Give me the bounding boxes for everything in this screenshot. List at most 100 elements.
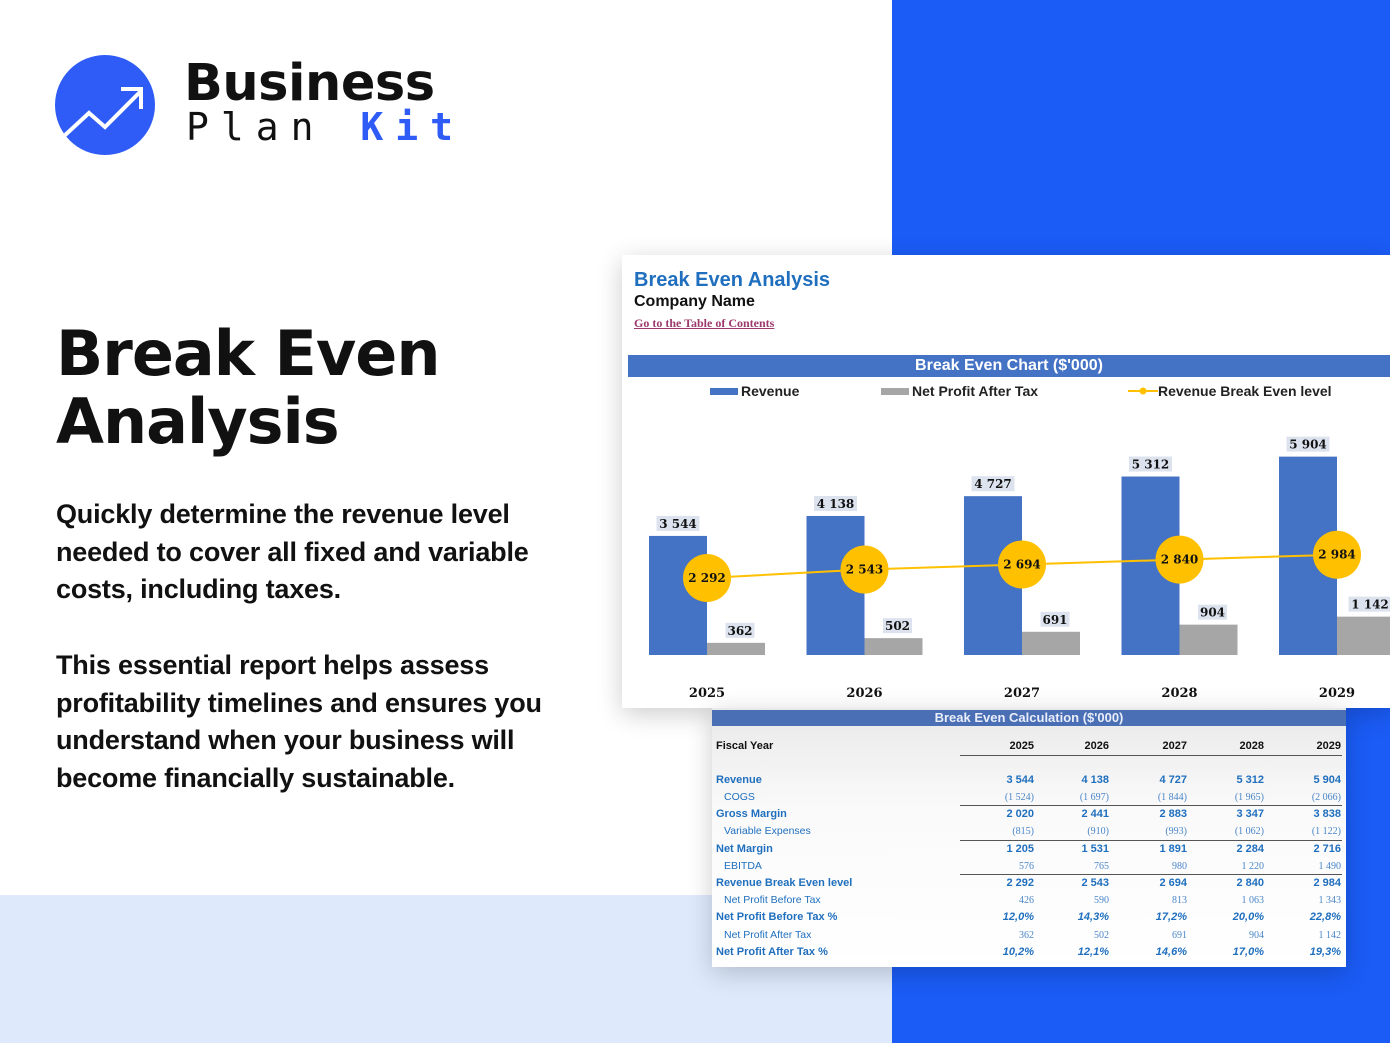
divider [960, 840, 1342, 841]
company-name: Company Name [634, 293, 755, 310]
table-row: Net Profit After Tax % 10,2% 12,1% 14,6% 17,… [712, 944, 1346, 961]
calculation-table: Break Even Calculation ($'000) Fiscal Ye… [712, 708, 1346, 967]
logo-text-plan-kit: Plan Kit [186, 106, 465, 148]
bar-npat-2029 [1337, 616, 1390, 655]
logo-kit: Kit [360, 105, 466, 149]
bar-npat-2025 [707, 642, 765, 655]
row-label: Net Profit Before Tax % [716, 911, 838, 923]
cell-value: 12,0% [1002, 911, 1034, 923]
cell-value: 502 [1094, 930, 1109, 941]
breakeven-label-2027: 2 694 [1003, 557, 1041, 571]
cell-value: 17,2% [1155, 911, 1187, 923]
cell-value: 2028 [1239, 740, 1264, 752]
cell-value: 12,1% [1077, 946, 1109, 958]
row-label: EBITDA [724, 860, 762, 872]
row-label: Variable Expenses [724, 825, 811, 837]
breakeven-label-2029: 2 984 [1318, 548, 1356, 562]
chart-title: Break Even Chart ($'000) [628, 355, 1390, 377]
breakeven-point-2026 [840, 545, 889, 594]
cell-value: 4 138 [1081, 774, 1109, 786]
table-row: Net Profit Before Tax % 12,0% 14,3% 17,2% 20… [712, 909, 1346, 926]
cell-value: 1 343 [1318, 895, 1342, 906]
table-row: Revenue Break Even level 2 292 2 543 2 694 2… [712, 875, 1346, 892]
label-npat-2027: 691 [1042, 613, 1067, 627]
cell-value: (1 965) [1234, 792, 1264, 803]
label-npat-box-2026 [883, 618, 912, 634]
table-row: Gross Margin 2 020 2 441 2 883 3 347 3 838 [712, 806, 1346, 823]
row-label: Net Profit After Tax [724, 929, 812, 941]
hero-paragraph-2: This essential report helps assess profi… [56, 650, 542, 793]
breakeven-label-2025: 2 292 [688, 571, 726, 585]
row-label: Gross Margin [716, 808, 787, 820]
label-revenue-2027: 4 727 [974, 477, 1012, 491]
cell-value: 2 840 [1236, 877, 1264, 889]
cell-value: (1 844) [1157, 792, 1187, 803]
cell-value: 2027 [1162, 740, 1187, 752]
table-header-row: Fiscal Year 2025 2026 2027 2028 2029 [712, 738, 1346, 755]
cell-value: 2 984 [1313, 877, 1341, 889]
row-label: COGS [724, 791, 755, 803]
cell-value: 3 838 [1313, 808, 1341, 820]
cell-value: 3 347 [1236, 808, 1264, 820]
x-tick-2025: 2025 [689, 686, 725, 701]
label-npat-box-2025 [725, 622, 755, 638]
cell-value: 2 284 [1236, 843, 1264, 855]
label-revenue-box-2027 [971, 476, 1015, 492]
cell-value: (1 524) [1004, 792, 1034, 803]
legend-swatch [710, 387, 738, 395]
chart-panel: Break Even Analysis Company Name Go to t… [622, 255, 1390, 708]
cell-value: 2 292 [1006, 877, 1034, 889]
cell-value: 5 904 [1313, 774, 1341, 786]
cell-value: (910) [1087, 826, 1109, 837]
cell-value: 362 [1019, 930, 1034, 941]
legend-label: Revenue [741, 383, 800, 399]
table-row: Net Profit After Tax 362 502 691 904 1 142 [712, 927, 1346, 944]
cell-value: 576 [1019, 861, 1034, 872]
cell-value: 14,6% [1155, 946, 1187, 958]
cell-value: 1 142 [1318, 930, 1342, 941]
label-npat-2025: 362 [727, 624, 752, 638]
divider [960, 874, 1342, 875]
cell-value: 2 020 [1006, 808, 1034, 820]
legend-swatch [881, 387, 909, 395]
legend-revenue: Revenue [710, 383, 799, 399]
cell-value: 813 [1172, 895, 1187, 906]
cell-value: 2 716 [1313, 843, 1341, 855]
table-row: EBITDA 576 765 980 1 220 1 490 [712, 858, 1346, 875]
hero-paragraph-1: Quickly determine the revenue level need… [56, 499, 529, 605]
cell-value: 1 490 [1318, 861, 1342, 872]
cell-value: 590 [1094, 895, 1109, 906]
toc-link[interactable]: Go to the Table of Contents [634, 316, 775, 330]
x-tick-2029: 2029 [1319, 686, 1355, 701]
label-revenue-box-2025 [656, 515, 700, 531]
label-npat-box-2028 [1198, 604, 1227, 620]
table-row: Net Profit Before Tax 426 590 813 1 063 1 343 [712, 892, 1346, 909]
cell-value: (993) [1165, 826, 1187, 837]
label-npat-2029: 1 142 [1351, 598, 1389, 612]
cell-value: 17,0% [1232, 946, 1264, 958]
table-row: Variable Expenses (815) (910) (993) (1 062) (… [712, 823, 1346, 840]
table-row: Revenue 3 544 4 138 4 727 5 312 5 904 [712, 772, 1346, 789]
legend-breakeven: Revenue Break Even level [1128, 383, 1332, 399]
label-revenue-box-2028 [1129, 456, 1172, 472]
row-label: Net Profit Before Tax [724, 894, 821, 906]
breakeven-label-2026: 2 543 [846, 563, 884, 577]
label-npat-2026: 502 [885, 619, 910, 633]
breakeven-point-2029 [1313, 530, 1361, 579]
cell-value: 2 441 [1081, 808, 1109, 820]
x-tick-2027: 2027 [1004, 686, 1040, 701]
cell-value: 22,8% [1309, 911, 1341, 923]
row-label: Revenue Break Even level [716, 877, 853, 889]
label-npat-box-2029 [1348, 596, 1390, 612]
legend-line-marker-icon [1128, 387, 1158, 395]
cell-value: 4 727 [1159, 774, 1187, 786]
label-revenue-box-2029 [1286, 436, 1330, 452]
cell-value: 2 543 [1081, 877, 1109, 889]
cell-value: 691 [1172, 930, 1187, 941]
x-tick-2026: 2026 [846, 686, 882, 701]
cell-value: 765 [1094, 861, 1109, 872]
cell-value: 2025 [1009, 740, 1034, 752]
x-tick-2028: 2028 [1161, 686, 1197, 701]
cell-value: (1 122) [1311, 826, 1341, 837]
label-revenue-2026: 4 138 [817, 497, 855, 511]
